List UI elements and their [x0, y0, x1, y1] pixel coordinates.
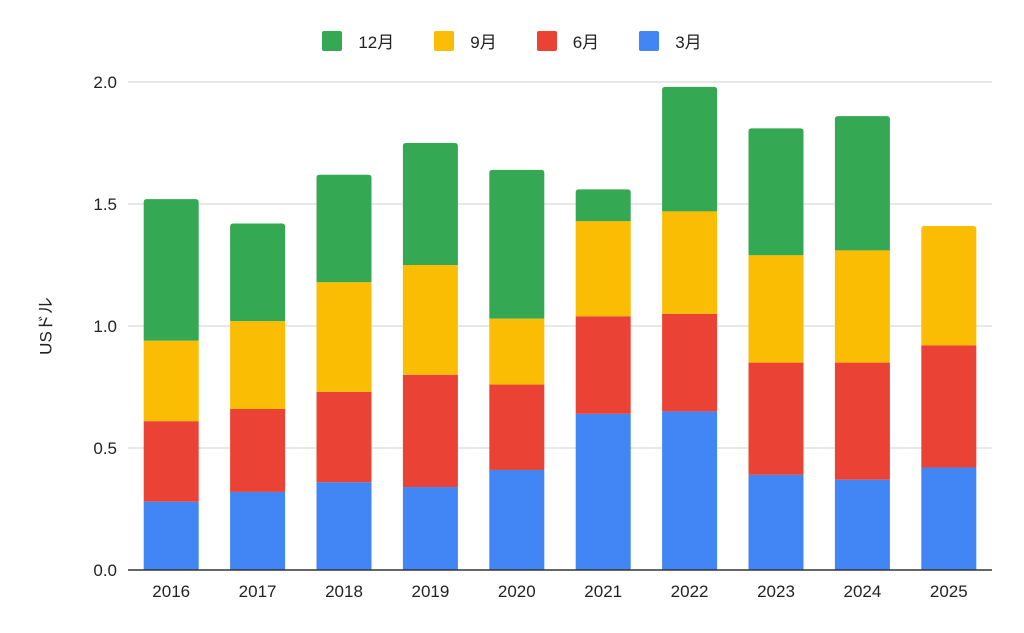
bar-segment-9月: [575, 221, 631, 317]
bar-segment-3月: [402, 487, 458, 570]
bar-segment-6月: [748, 362, 804, 475]
legend-label: 9月: [470, 33, 497, 52]
bar-stack-2019: [402, 143, 458, 570]
bar-segment-6月: [575, 316, 631, 414]
legend-item: 9月: [434, 28, 497, 53]
x-tick-label: 2021: [584, 582, 622, 601]
legend-item: 12月: [322, 28, 394, 53]
x-tick-label: 2023: [757, 582, 795, 601]
bar-stack-2020: [489, 169, 545, 570]
bar-segment-12月: [662, 86, 718, 212]
bar-segment-6月: [230, 408, 286, 492]
bar-stack-2023: [748, 128, 804, 570]
x-tick-label: 2018: [325, 582, 363, 601]
x-tick-label: 2022: [671, 582, 709, 601]
bar-segment-12月: [230, 223, 286, 322]
bar-segment-6月: [316, 391, 372, 483]
x-tick-label: 2016: [152, 582, 190, 601]
legend-swatch: [322, 30, 343, 51]
bar-segment-3月: [316, 482, 372, 570]
legend-label: 6月: [572, 33, 600, 52]
bar-segment-3月: [921, 467, 977, 570]
legend-label: 3月: [675, 33, 702, 52]
x-tick-label: 2017: [239, 582, 277, 601]
legend: 12月 9月 6月 3月: [0, 28, 1024, 53]
x-tick-label: 2025: [930, 582, 968, 601]
bar-segment-6月: [402, 374, 458, 488]
bar-segment-3月: [662, 411, 718, 570]
bar-segment-6月: [143, 421, 199, 502]
bar-segment-3月: [489, 469, 545, 570]
bar-segment-9月: [662, 211, 718, 314]
bar-segment-12月: [748, 128, 804, 256]
bar-segment-9月: [921, 225, 977, 346]
bar-stack-2021: [575, 189, 631, 570]
bar-stack-2024: [834, 116, 890, 570]
legend-label: 12月: [358, 33, 395, 52]
bar-segment-12月: [316, 174, 372, 283]
bar-segment-9月: [748, 255, 804, 363]
x-tick-label: 2024: [843, 582, 881, 601]
bar-stack-2025: [921, 225, 977, 570]
bar-segment-3月: [230, 491, 286, 570]
bar-segment-9月: [143, 340, 199, 422]
bar-segment-12月: [143, 199, 199, 341]
legend-item: 6月: [536, 28, 600, 53]
bar-segment-12月: [575, 189, 631, 222]
bar-segment-6月: [921, 345, 977, 468]
legend-swatch: [434, 30, 455, 51]
bar-segment-3月: [834, 479, 890, 570]
x-tick-label: 2019: [411, 582, 449, 601]
bar-stack-2018: [316, 174, 372, 570]
y-tick-label: 0.0: [93, 561, 117, 580]
bar-segment-12月: [834, 116, 890, 251]
bar-segment-3月: [143, 501, 199, 570]
y-tick-label: 0.5: [93, 439, 117, 458]
bar-stack-2022: [662, 86, 718, 570]
bar-stack-2016: [143, 199, 199, 570]
bar-segment-3月: [575, 413, 631, 570]
bar-segment-9月: [489, 318, 545, 385]
legend-swatch: [536, 30, 557, 51]
bar-stack-2017: [230, 223, 286, 570]
bar-segment-9月: [316, 282, 372, 392]
bar-segment-3月: [748, 474, 804, 570]
bar-segment-6月: [489, 384, 545, 470]
x-tick-label: 2020: [498, 582, 536, 601]
bar-segment-9月: [230, 321, 286, 409]
y-tick-label: 2.0: [93, 73, 117, 92]
y-tick-label: 1.5: [93, 195, 117, 214]
bar-segment-6月: [662, 313, 718, 412]
bar-segment-12月: [402, 143, 458, 265]
y-tick-label: 1.0: [93, 317, 117, 336]
legend-swatch: [639, 30, 660, 51]
bar-segment-9月: [402, 265, 458, 375]
bar-segment-12月: [489, 169, 545, 319]
legend-item: 3月: [639, 28, 702, 53]
bar-segment-6月: [834, 362, 890, 480]
bar-segment-9月: [834, 250, 890, 363]
